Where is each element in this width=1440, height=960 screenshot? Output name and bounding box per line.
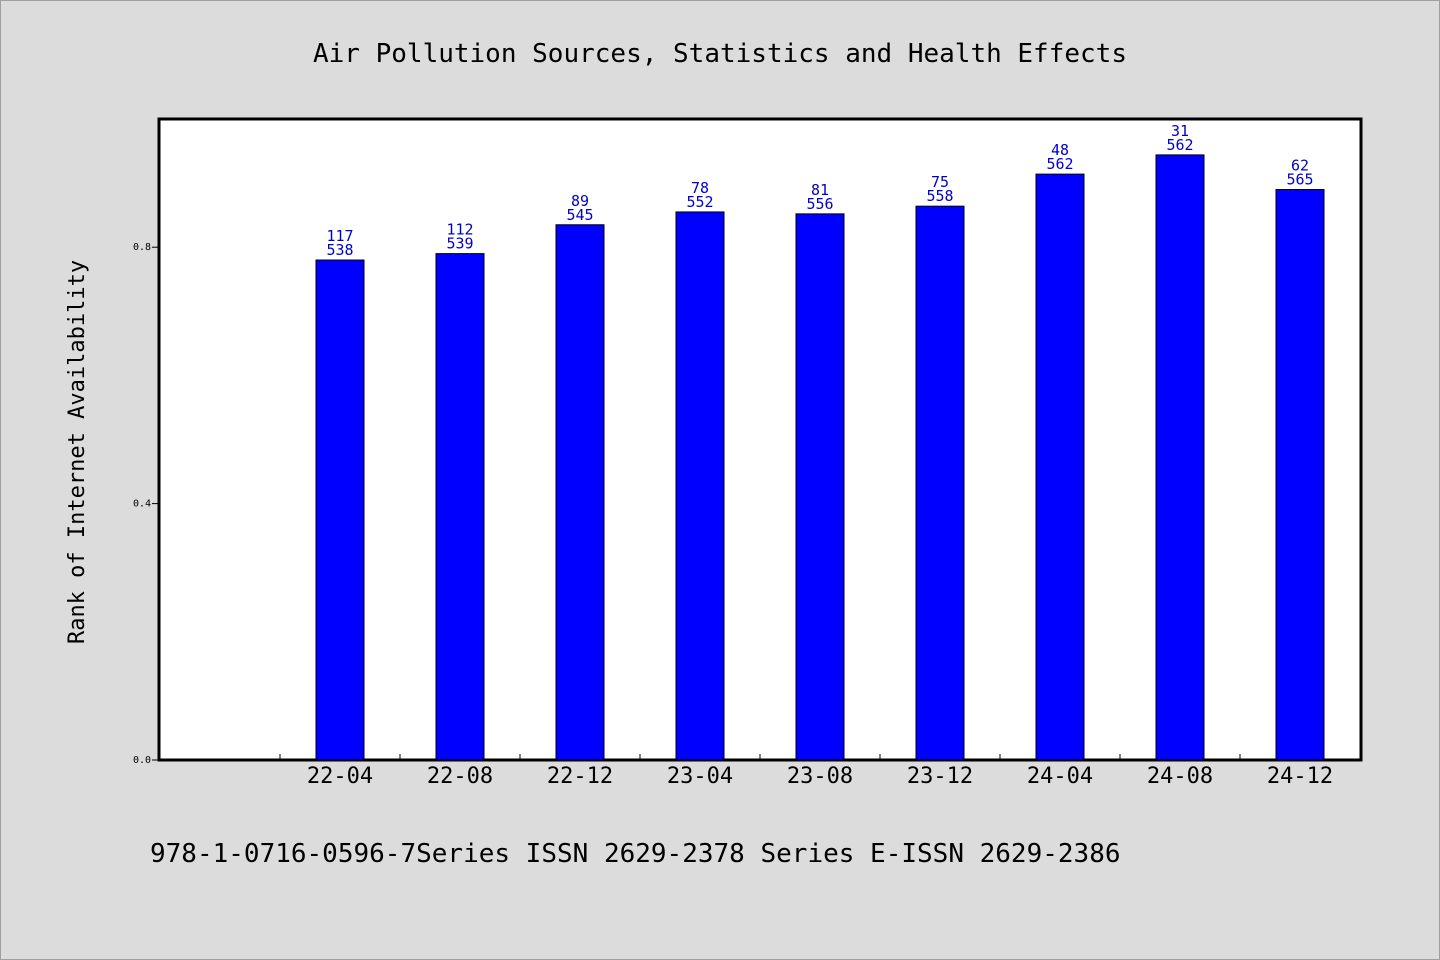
footer-isbn-text: 978-1-0716-0596-7Series ISSN 2629-2378 S… <box>150 839 1121 869</box>
x-tick-label: 24-12 <box>1267 764 1333 789</box>
bar <box>435 253 485 761</box>
x-tick-label: 22-12 <box>547 764 613 789</box>
data-label-top: 75 <box>931 173 949 191</box>
bar <box>1035 173 1085 761</box>
y-axis-label: Rank of Internet Availability <box>65 260 90 644</box>
data-label-top: 62 <box>1291 157 1309 175</box>
data-label-top: 117 <box>326 227 353 245</box>
data-label-top: 112 <box>446 221 473 239</box>
data-labels: 1175381125398954578552815567555848562315… <box>326 122 1313 259</box>
x-tick-label: 22-08 <box>427 764 493 789</box>
bar <box>1275 189 1325 761</box>
bar <box>675 211 725 761</box>
y-tick-label: 0.0 <box>133 755 151 766</box>
data-label-top: 31 <box>1171 122 1189 140</box>
y-axis-ticks: 0.0 0.4 0.8 <box>133 242 159 766</box>
bar <box>555 224 605 761</box>
x-tick-label: 23-12 <box>907 764 973 789</box>
data-label-bottom: 552 <box>686 193 713 211</box>
bar <box>795 213 845 761</box>
bar <box>915 205 965 761</box>
data-label-bottom: 558 <box>926 187 953 205</box>
data-label-bottom: 545 <box>566 206 593 224</box>
data-label-top: 78 <box>691 179 709 197</box>
data-label-bottom: 539 <box>446 235 473 253</box>
chart-title: Air Pollution Sources, Statistics and He… <box>313 39 1127 69</box>
bars <box>315 154 1325 761</box>
x-tick-label: 24-08 <box>1147 764 1213 789</box>
x-tick-label: 23-04 <box>667 764 733 789</box>
data-label-top: 89 <box>571 192 589 210</box>
bar <box>315 259 365 761</box>
data-label-bottom: 538 <box>326 241 353 259</box>
x-tick-label: 22-04 <box>307 764 373 789</box>
x-axis-ticks: 22-04 22-08 22-12 23-04 23-08 23-12 24-04 24-08… <box>279 754 1333 789</box>
data-label-top: 81 <box>811 181 829 199</box>
data-label-bottom: 565 <box>1286 171 1313 189</box>
data-label-top: 48 <box>1051 141 1069 159</box>
data-label-bottom: 562 <box>1166 136 1193 154</box>
x-tick-label: 23-08 <box>787 764 853 789</box>
y-tick-label: 0.4 <box>133 499 151 510</box>
bar <box>1155 154 1205 761</box>
x-tick-label: 24-04 <box>1027 764 1093 789</box>
data-label-bottom: 562 <box>1046 155 1073 173</box>
data-label-bottom: 556 <box>806 195 833 213</box>
y-tick-label: 0.8 <box>133 242 151 253</box>
